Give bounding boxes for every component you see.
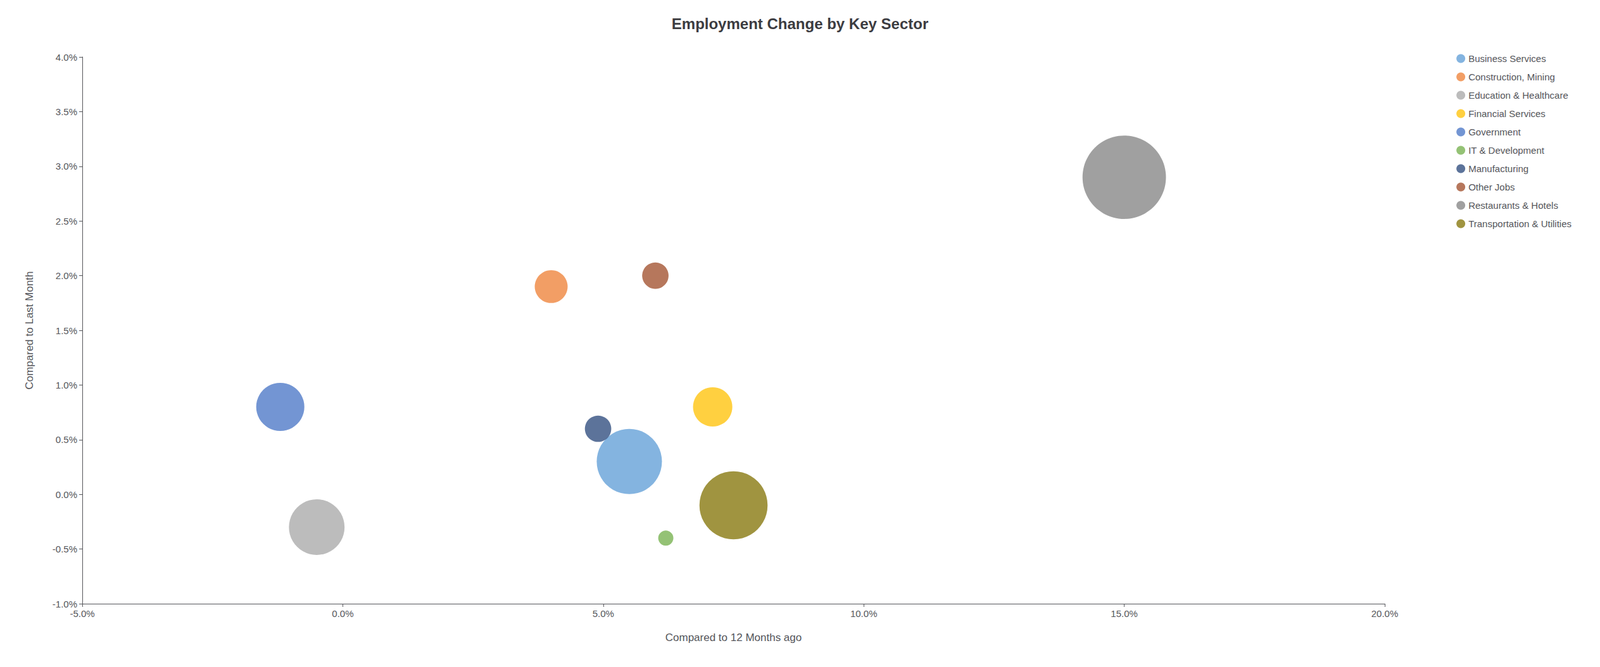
svg-text:Other Jobs: Other Jobs: [1468, 181, 1515, 193]
svg-text:-5.0%: -5.0%: [69, 608, 95, 620]
svg-text:Financial Services: Financial Services: [1468, 108, 1546, 120]
svg-text:0.0%: 0.0%: [331, 608, 354, 620]
svg-text:2.5%: 2.5%: [55, 215, 78, 227]
svg-text:Construction, Mining: Construction, Mining: [1468, 71, 1556, 83]
svg-text:-0.5%: -0.5%: [52, 543, 78, 555]
svg-text:Manufacturing: Manufacturing: [1468, 163, 1529, 175]
svg-text:IT & Development: IT & Development: [1468, 144, 1545, 156]
svg-text:Education & Healthcare: Education & Healthcare: [1468, 89, 1569, 101]
svg-text:0.0%: 0.0%: [55, 489, 78, 501]
svg-text:Government: Government: [1468, 126, 1521, 138]
svg-text:15.0%: 15.0%: [1110, 608, 1138, 620]
svg-text:-1.0%: -1.0%: [52, 598, 78, 610]
svg-text:Compared to Last Month: Compared to Last Month: [23, 270, 36, 390]
svg-text:3.0%: 3.0%: [55, 160, 78, 172]
svg-text:20.0%: 20.0%: [1371, 608, 1399, 620]
svg-text:3.5%: 3.5%: [55, 106, 78, 118]
svg-text:Compared to 12 Months ago: Compared to 12 Months ago: [665, 631, 802, 644]
svg-text:Business Services: Business Services: [1468, 53, 1547, 64]
svg-text:Employment Change by Key Secto: Employment Change by Key Sector: [671, 15, 929, 33]
svg-text:10.0%: 10.0%: [850, 608, 878, 620]
svg-text:5.0%: 5.0%: [592, 608, 615, 620]
svg-text:4.0%: 4.0%: [55, 51, 78, 63]
svg-text:Transportation & Utilities: Transportation & Utilities: [1468, 218, 1572, 230]
svg-text:Restaurants & Hotels: Restaurants & Hotels: [1468, 200, 1559, 211]
svg-text:1.5%: 1.5%: [55, 325, 78, 337]
svg-text:0.5%: 0.5%: [55, 434, 78, 446]
svg-text:2.0%: 2.0%: [55, 270, 78, 282]
svg-text:1.0%: 1.0%: [55, 379, 78, 391]
